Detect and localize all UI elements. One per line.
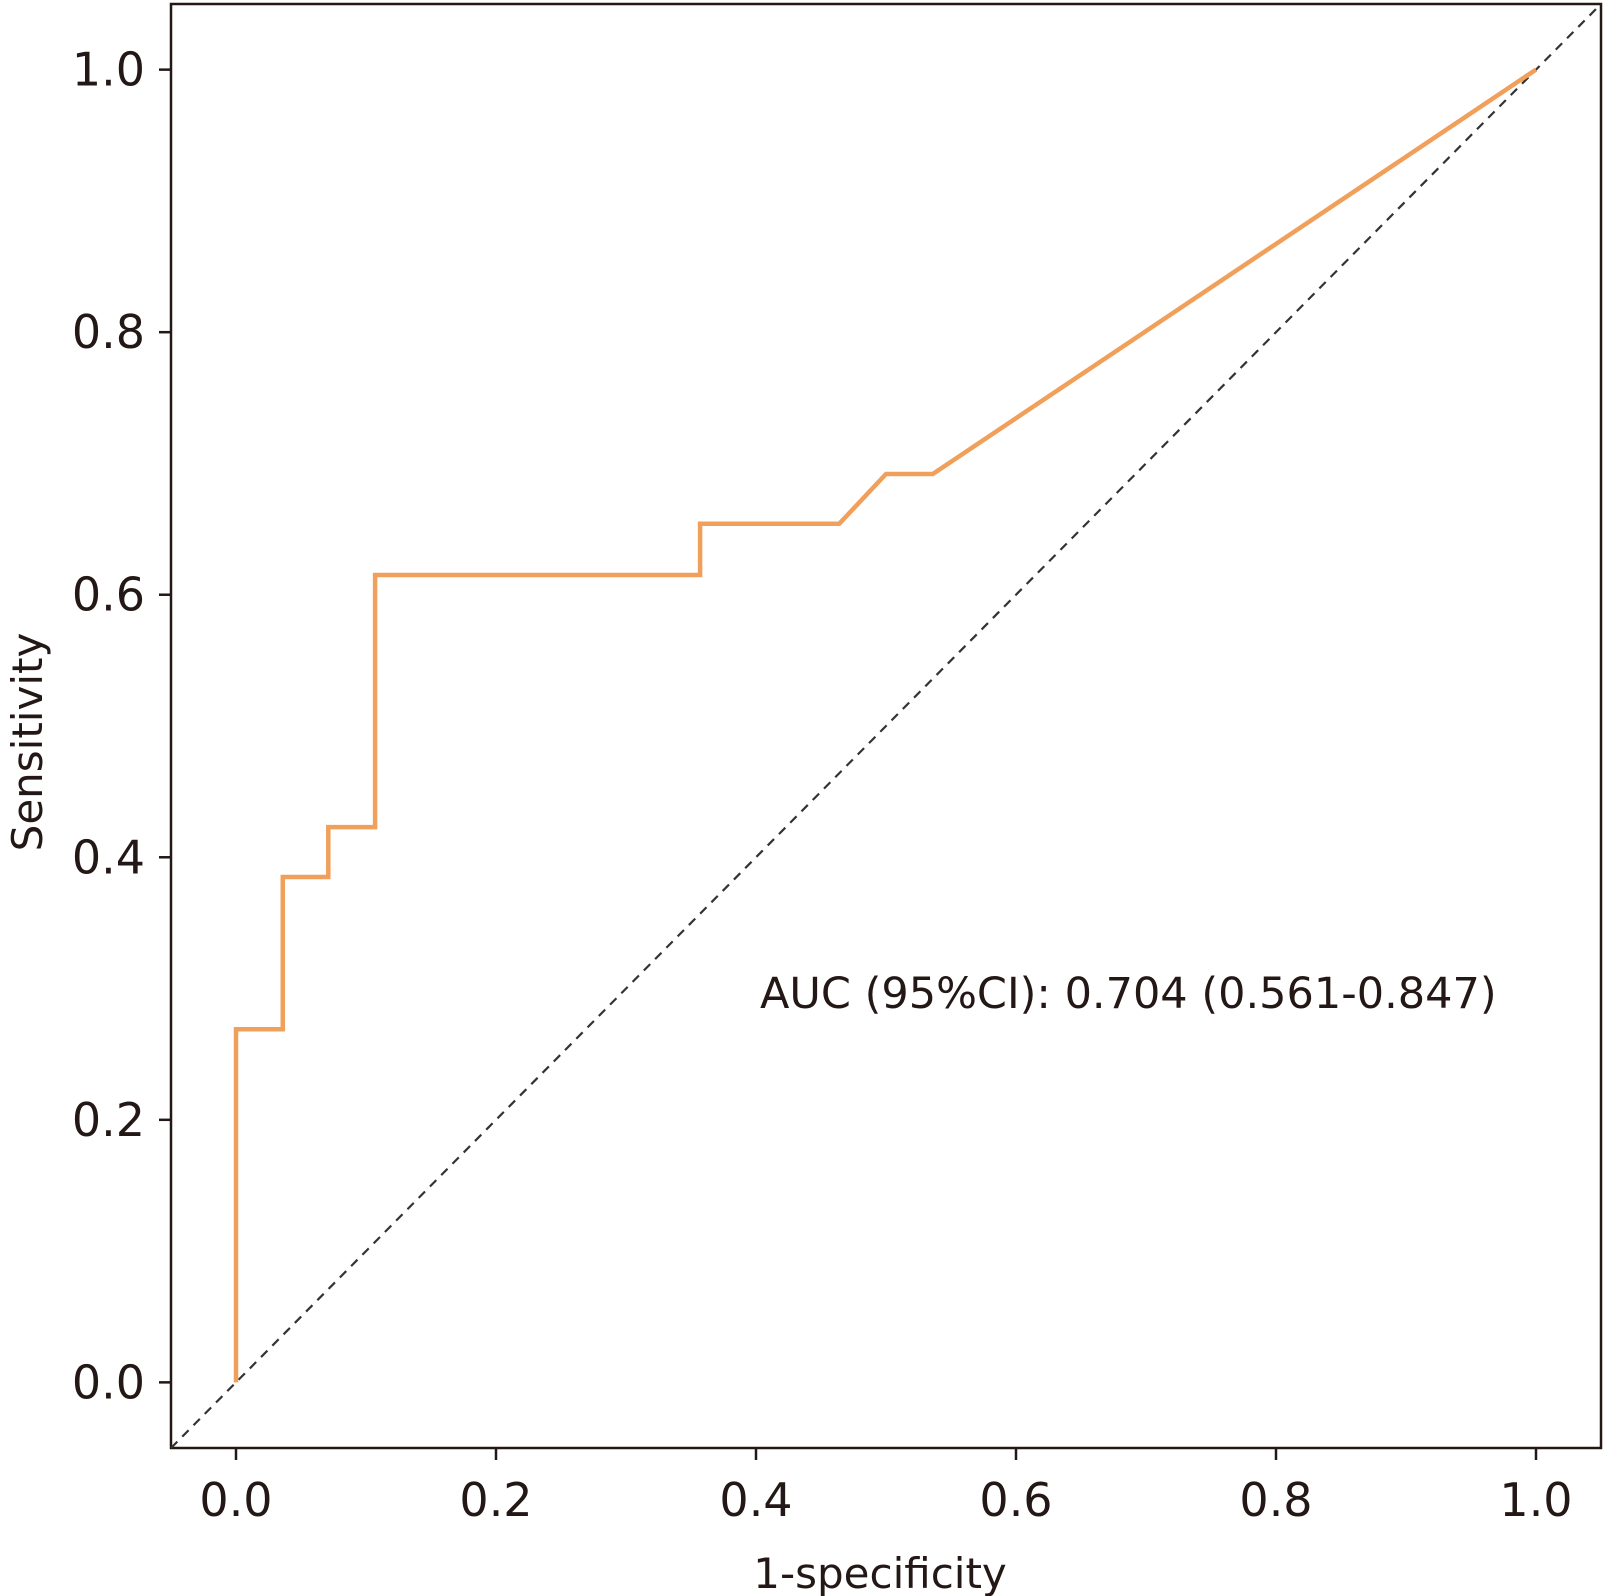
roc-curve-line-0 <box>233 67 1538 1383</box>
y-axis-ticks: 0.0 0.2 0.4 0.6 0.8 1.0 <box>72 43 171 1409</box>
x-tick-label: 0.8 <box>1239 1473 1312 1527</box>
x-tick-label: 0.0 <box>199 1473 272 1527</box>
y-tick-label: 1.0 <box>72 43 145 97</box>
auc-annotation: AUC (95%CI): 0.704 (0.561-0.847) <box>760 969 1497 1019</box>
x-axis-ticks: 0.0 0.2 0.4 0.6 0.8 1.0 <box>199 1448 1573 1527</box>
reference-line-group <box>170 3 1602 1449</box>
y-tick-label: 0.2 <box>72 1093 145 1147</box>
plot-frame-group <box>169 2 1603 1450</box>
x-tick-label: 0.4 <box>719 1473 792 1527</box>
y-axis-label: Sensitivity <box>3 633 52 852</box>
reference-diagonal-line <box>170 3 1602 1449</box>
y-tick-label: 0.6 <box>72 568 145 622</box>
x-axis-label: 1-specificity <box>753 1549 1007 1596</box>
x-tick-label: 1.0 <box>1499 1473 1572 1527</box>
series-group <box>233 67 1538 1383</box>
x-tick-label: 0.6 <box>979 1473 1052 1527</box>
y-tick-label: 0.8 <box>72 305 145 359</box>
plot-frame <box>169 2 1603 1450</box>
y-tick-label: 0.4 <box>72 830 145 884</box>
y-tick-label: 0.0 <box>72 1355 145 1409</box>
x-tick-label: 0.2 <box>459 1473 532 1527</box>
